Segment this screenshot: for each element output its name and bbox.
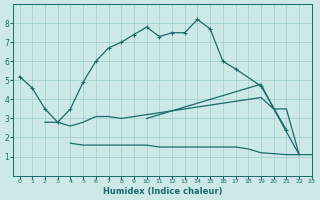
X-axis label: Humidex (Indice chaleur): Humidex (Indice chaleur) (103, 187, 222, 196)
